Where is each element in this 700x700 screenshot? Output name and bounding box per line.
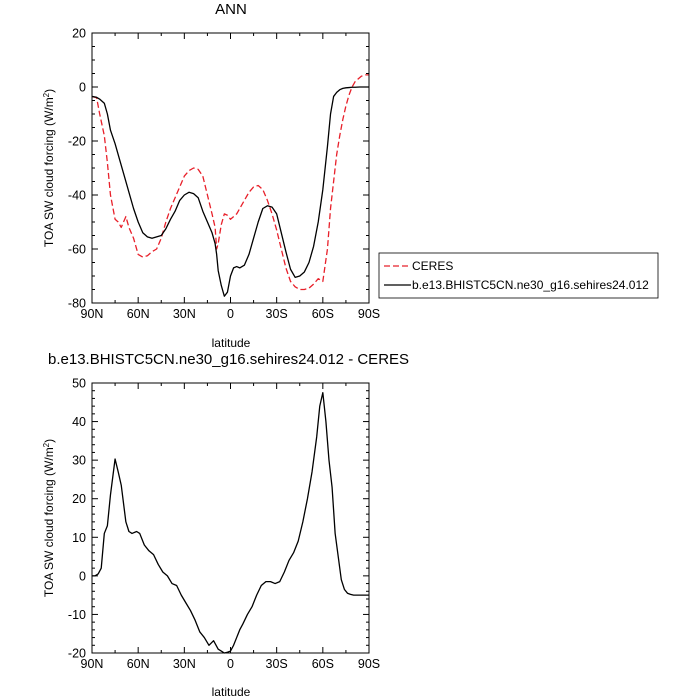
series-line-top-0: [91, 74, 369, 291]
x-axis-label-bottom: latitude: [212, 685, 251, 699]
series-line-bottom-0: [92, 391, 369, 654]
x-tick-label: 90N: [81, 307, 104, 321]
panel-top: ANN 90N 60N 30N 0 30S 60S 90S -80 -60 -40 -20 0 20 l…: [42, 1, 659, 350]
y-tick-label: 0: [79, 81, 86, 95]
x-tick-label: 30N: [173, 657, 196, 671]
legend-label-ceres: CERES: [412, 259, 453, 273]
x-tick-label: 0: [227, 657, 234, 671]
panel-bottom: b.e13.BHISTC5CN.ne30_g16.sehires24.012 -…: [42, 351, 409, 699]
y-axis-label-top: TOA SW cloud forcing (W/m2): [42, 89, 56, 247]
y-tick-label: 40: [72, 415, 86, 429]
y-tick-label: -20: [68, 647, 86, 661]
y-tick-label: -40: [68, 189, 86, 203]
y-tick-label: 10: [72, 531, 86, 545]
x-tick-label: 60S: [312, 307, 334, 321]
series-line-top-1: [91, 86, 369, 297]
y-tick-label: -20: [68, 135, 86, 149]
x-axis-label-top: latitude: [212, 336, 251, 350]
y-tick-label: -80: [68, 297, 86, 311]
y-tick-label: 30: [72, 454, 86, 468]
x-tick-label: 90S: [358, 657, 380, 671]
y-tick-label: 0: [79, 569, 86, 583]
x-tick-label: 30S: [266, 657, 288, 671]
plot-area-bottom: 90N 60N 30N 0 30S 60S 90S -20 -10 0 10 20 30 40 50: [68, 377, 380, 672]
legend-label-model: b.e13.BHISTC5CN.ne30_g16.sehires24.012: [412, 278, 649, 292]
legend-box: [378, 252, 659, 299]
x-tick-label: 0: [227, 307, 234, 321]
y-tick-label: -60: [68, 243, 86, 257]
y-tick-label: 20: [72, 27, 86, 41]
y-axis-label-bottom: TOA SW cloud forcing (W/m2): [42, 439, 56, 597]
y-tick-label: 50: [72, 377, 86, 391]
legend-top: CERES b.e13.BHISTC5CN.ne30_g16.sehires24…: [378, 252, 659, 299]
chart-title-bottom: b.e13.BHISTC5CN.ne30_g16.sehires24.012 -…: [48, 351, 409, 368]
x-tick-label: 60N: [127, 657, 150, 671]
x-tick-label: 30N: [173, 307, 196, 321]
plot-area-top: 90N 60N 30N 0 30S 60S 90S -80 -60 -40 -20 0 20: [68, 27, 380, 322]
x-tick-label: 60S: [312, 657, 334, 671]
plot-frame-bottom: [91, 382, 370, 654]
x-tick-label: 90S: [358, 307, 380, 321]
x-tick-label: 90N: [81, 657, 104, 671]
x-tick-label: 60N: [127, 307, 150, 321]
plot-frame-top: [91, 32, 370, 304]
x-tick-label: 30S: [266, 307, 288, 321]
chart-title-top: ANN: [215, 1, 247, 18]
y-tick-label: 20: [72, 492, 86, 506]
y-tick-label: -10: [68, 608, 86, 622]
